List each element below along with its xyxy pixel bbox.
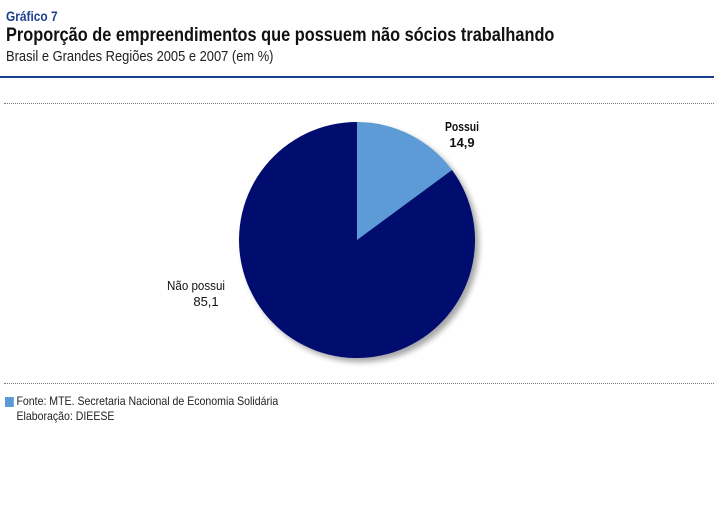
elaboration-row: Elaboração: DIEESE: [5, 409, 278, 424]
pie-slice-possui: [357, 122, 453, 240]
graph-number: Gráfico 7: [6, 8, 58, 24]
slice-value-label: 85,1: [193, 294, 218, 309]
footer-square-icon: [5, 396, 14, 407]
source-row: Fonte: MTE. Secretaria Nacional de Econo…: [5, 394, 278, 409]
chart-title: Proporção de empreendimentos que possuem…: [6, 25, 555, 46]
chart-bottom-divider: [4, 383, 714, 384]
footer: Fonte: MTE. Secretaria Nacional de Econo…: [5, 394, 315, 424]
slice-label: Possui: [445, 119, 479, 134]
pie-slice-n-o-possui: [239, 122, 475, 359]
slice-value-label: 14,9: [449, 135, 474, 150]
chart-header: Gráfico 7 Proporção de empreendimentos q…: [6, 8, 714, 66]
source-text: Fonte: MTE. Secretaria Nacional de Econo…: [16, 394, 279, 408]
slice-label: Não possui: [167, 278, 225, 293]
chart-subtitle: Brasil e Grandes Regiões 2005 e 2007 (em…: [6, 48, 274, 65]
header-rule: [0, 76, 714, 78]
chart-top-divider: [4, 103, 714, 104]
elaboration-text: Elaboração: DIEESE: [16, 409, 115, 423]
